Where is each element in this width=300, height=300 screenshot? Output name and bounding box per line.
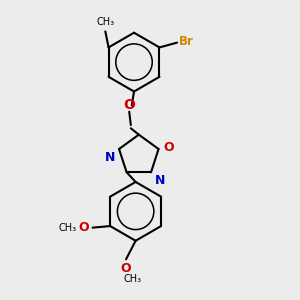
Text: N: N <box>155 174 165 187</box>
Text: N: N <box>105 151 115 164</box>
Text: O: O <box>123 98 135 112</box>
Text: Br: Br <box>179 35 194 48</box>
Text: CH₃: CH₃ <box>96 16 114 27</box>
Text: O: O <box>79 221 89 234</box>
Text: CH₃: CH₃ <box>58 223 76 233</box>
Text: CH₃: CH₃ <box>123 274 142 284</box>
Text: O: O <box>121 262 131 275</box>
Text: O: O <box>164 141 174 154</box>
